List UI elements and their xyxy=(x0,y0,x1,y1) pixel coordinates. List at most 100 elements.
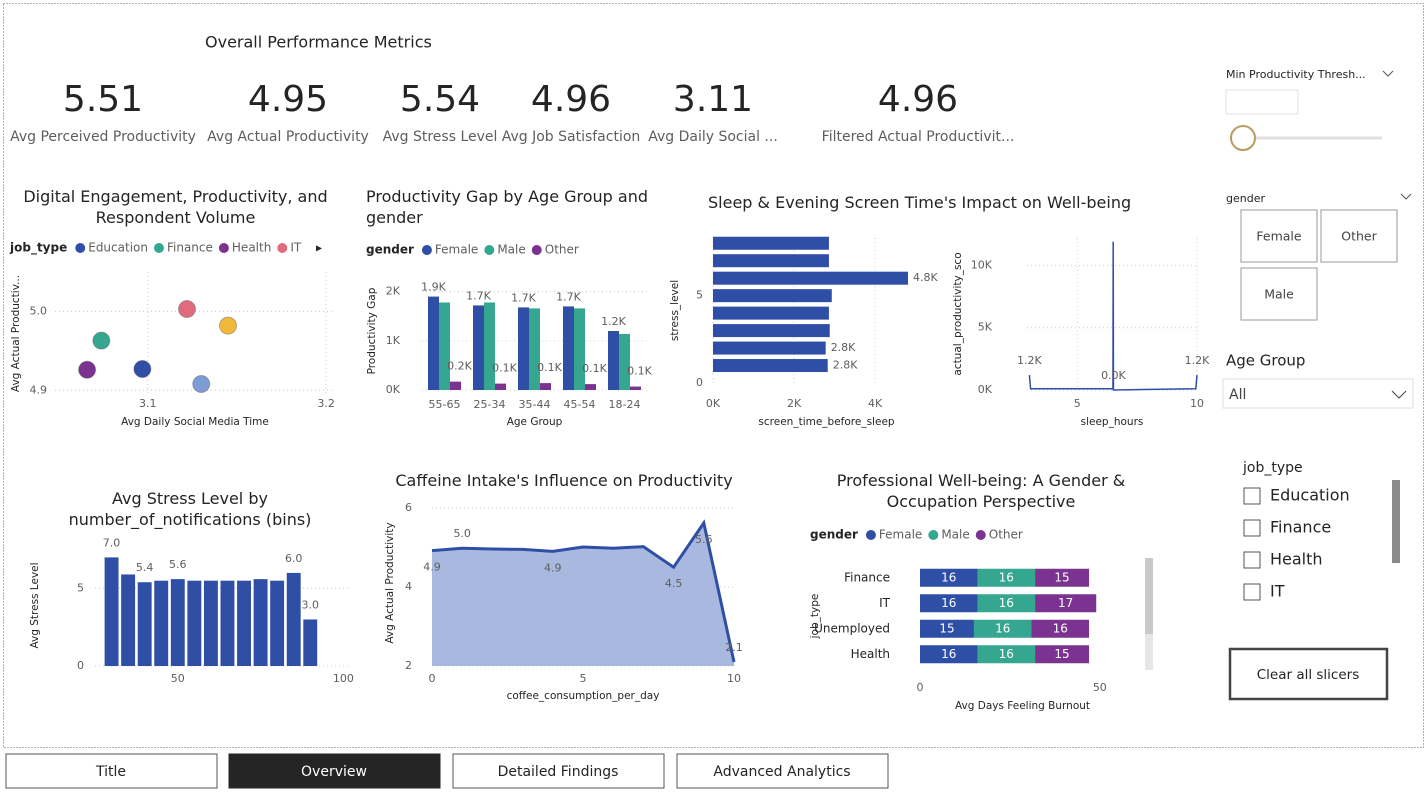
slicer-option[interactable] xyxy=(1240,209,1318,263)
checkbox[interactable] xyxy=(1243,487,1261,505)
line xyxy=(431,519,736,663)
tab[interactable] xyxy=(676,753,889,789)
bar xyxy=(121,574,136,666)
checkbox[interactable] xyxy=(1243,551,1261,569)
chevron xyxy=(1391,390,1407,399)
threshold-input[interactable] xyxy=(1225,89,1299,115)
x-tick-label: 4K xyxy=(868,397,883,410)
bar-segment xyxy=(977,645,1036,664)
data-label: 4.9 xyxy=(423,561,441,574)
slicer-option[interactable] xyxy=(1240,267,1318,321)
data-label: 1.7K xyxy=(511,291,536,304)
data-label: 1.7K xyxy=(466,289,491,302)
chart-title: Digital Engagement, Productivity, and Re… xyxy=(23,187,328,227)
y-axis-label: stress_level xyxy=(669,280,681,341)
y-axis-label: job_type xyxy=(809,594,821,640)
bar xyxy=(713,341,826,355)
legend-label: IT xyxy=(290,241,302,255)
tab[interactable] xyxy=(5,753,218,789)
x-tick-label: 2K xyxy=(787,397,802,410)
slicer-title: Min Productivity Thresh... xyxy=(1226,68,1366,81)
legend-title: gender xyxy=(366,243,414,257)
data-label: 16 xyxy=(941,570,956,584)
bubble xyxy=(78,360,97,379)
x-tick-label: 50 xyxy=(171,672,185,685)
y-tick-label: 0K xyxy=(386,383,401,396)
x-axis-label: Age Group xyxy=(507,416,563,428)
chevron[interactable] xyxy=(1400,193,1412,200)
data-label: 5.0 xyxy=(453,527,471,540)
y-axis-label: actual_productivity_sco xyxy=(952,252,964,375)
y-axis-label: Avg Actual Productivity xyxy=(384,522,396,643)
data-label: 4.9 xyxy=(544,561,562,574)
y-tick-label: 5.0 xyxy=(30,304,48,317)
tab[interactable] xyxy=(228,753,441,789)
data-label: 4.5 xyxy=(665,577,683,590)
x-tick-label: 0 xyxy=(917,681,924,694)
data-label: 1.9K xyxy=(421,281,446,294)
y-tick-label: IT xyxy=(879,596,891,610)
bar xyxy=(563,306,574,390)
y-tick-label: 5K xyxy=(978,321,993,334)
checkbox[interactable] xyxy=(1243,519,1261,537)
y-tick-label: 4 xyxy=(405,580,412,593)
kpi-label: Avg Actual Productivity xyxy=(207,129,369,145)
bar xyxy=(473,305,484,390)
chart-title: Avg Stress Level by number_of_notificati… xyxy=(68,489,312,529)
y-tick-label: 10K xyxy=(971,258,993,271)
checkbox[interactable] xyxy=(1243,583,1261,601)
y-tick-label: Health xyxy=(851,647,890,661)
y-tick-label: 4.9 xyxy=(30,383,48,396)
legend-label: Male xyxy=(941,528,969,542)
x-tick-label: 5 xyxy=(580,672,587,685)
bar xyxy=(495,383,506,390)
data-label: 15 xyxy=(1054,647,1069,661)
data-label: 15 xyxy=(1054,570,1069,584)
bar xyxy=(529,308,540,390)
bar xyxy=(713,324,830,338)
tab[interactable] xyxy=(452,753,665,789)
legend-marker xyxy=(277,243,288,253)
chevron[interactable] xyxy=(1382,70,1394,77)
button[interactable] xyxy=(1228,647,1389,701)
bar xyxy=(713,271,908,285)
x-tick-label: 10 xyxy=(1190,397,1204,410)
slicer-option[interactable] xyxy=(1320,209,1398,263)
slicer-title: Age Group xyxy=(1226,352,1305,370)
legend-more[interactable]: ▸ xyxy=(316,241,322,255)
x-axis-label: Avg Days Feeling Burnout xyxy=(955,700,1090,712)
kpi-label: Avg Perceived Productivity xyxy=(10,129,196,145)
slicer-option-label: Male xyxy=(1264,287,1294,302)
legend-marker xyxy=(153,243,164,253)
data-label: 0.1K xyxy=(627,365,652,378)
bar xyxy=(713,254,829,268)
y-tick-label: 1K xyxy=(386,334,401,347)
dropdown-value: All xyxy=(1229,387,1246,403)
bar-segment xyxy=(920,594,978,613)
y-axis-label: Productivity Gap xyxy=(366,287,378,374)
legend-label: Other xyxy=(545,243,579,257)
legend-marker xyxy=(484,245,495,255)
data-label: 0.2K xyxy=(447,360,472,373)
x-tick-label: 10 xyxy=(727,672,741,685)
bubble xyxy=(177,300,196,319)
scrollbar-thumb[interactable] xyxy=(1145,558,1153,634)
kpi-value: 5.51 xyxy=(63,79,143,120)
bar-segment xyxy=(920,619,974,638)
slicer-option-label: Other xyxy=(1341,229,1377,244)
slider-handle[interactable] xyxy=(1230,125,1256,151)
data-label: 16 xyxy=(941,596,956,610)
x-tick-label: 55-65 xyxy=(429,398,461,411)
y-tick-label: 5 xyxy=(696,289,703,302)
x-tick-label: 18-24 xyxy=(609,398,641,411)
bar xyxy=(585,384,596,390)
x-axis-label: Avg Daily Social Media Time xyxy=(121,416,269,428)
dropdown[interactable] xyxy=(1222,378,1414,409)
bar-segment xyxy=(920,645,978,664)
kpi-label: Avg Stress Level xyxy=(383,129,498,145)
tab-label: Overview xyxy=(301,764,367,780)
data-label: 16 xyxy=(999,596,1014,610)
bar xyxy=(253,579,268,666)
checkbox-label: Finance xyxy=(1270,518,1331,537)
data-label: 16 xyxy=(941,647,956,661)
